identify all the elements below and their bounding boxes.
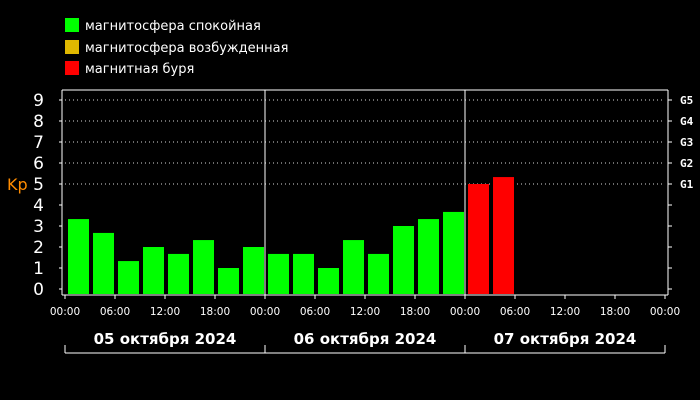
x-tick-label: 00:00 [650,306,680,318]
kp-bar [418,219,439,294]
x-tick-label: 00:00 [250,306,280,318]
kp-bar [318,268,339,294]
kp-bar [343,240,364,294]
g-level-ticks: G1 G2 G3 G4 G5 [668,94,694,290]
x-ticks: 00:00 06:00 12:00 18:00 00:00 06:00 12:00 18:00… [50,295,680,318]
x-tick-label: 00:00 [450,306,480,318]
x-tick-label: 00:00 [50,306,80,318]
kp-bar [243,247,264,294]
y-tick-label: 0 [33,280,44,300]
g-level-label: G1 [680,178,694,191]
kp-bar [368,253,389,294]
y-tick-label: 7 [33,133,44,153]
legend: магнитосфера спокойная магнитосфера возб… [65,18,288,77]
legend-swatch-quiet [65,18,79,32]
y-tick-label: 3 [33,217,44,237]
y-tick-label: 4 [33,196,44,216]
y-tick-label: 5 [33,175,44,195]
kp-bar [193,240,214,294]
day-labels: 05 октября 2024 06 октября 2024 07 октября… [64,330,666,354]
g-level-label: G4 [680,115,694,128]
kp-bar [68,219,89,294]
x-tick-label: 06:00 [500,306,530,318]
y-tick-label: 8 [33,112,44,132]
kp-bar [468,184,489,294]
y-axis-label: Kp [7,175,28,194]
g-level-label: G3 [680,136,693,149]
y-tick-label: 1 [33,259,44,279]
legend-swatch-active [65,40,79,54]
g-level-label: G5 [680,94,693,107]
x-tick-label: 12:00 [550,306,580,318]
x-tick-label: 18:00 [400,306,430,318]
day-label: 07 октября 2024 [494,330,637,348]
y-tick-label: 6 [33,154,44,174]
x-tick-label: 18:00 [200,306,230,318]
bars [68,177,514,294]
y-tick-label: 9 [33,91,44,111]
y-tick-label: 2 [33,238,44,258]
kp-bar [293,253,314,294]
kp-bar [218,268,239,294]
x-tick-label: 12:00 [150,306,180,318]
legend-swatch-storm [65,61,79,75]
kp-bar [493,177,514,294]
day-label: 05 октября 2024 [94,330,237,348]
kp-bar [168,253,189,294]
kp-bar [443,211,464,294]
x-tick-label: 06:00 [300,306,330,318]
day-label: 06 октября 2024 [294,330,437,348]
kp-bar [268,253,289,294]
x-tick-label: 12:00 [350,306,380,318]
legend-label-quiet: магнитосфера спокойная [85,19,261,34]
legend-label-storm: магнитная буря [85,62,194,77]
legend-label-active: магнитосфера возбужденная [85,41,288,56]
grid [65,99,665,185]
kp-bar [393,226,414,294]
x-tick-label: 06:00 [100,306,130,318]
kp-bar [143,247,164,294]
kp-bar [93,232,114,294]
x-tick-label: 18:00 [600,306,630,318]
g-level-label: G2 [680,157,693,170]
kp-bar [118,261,139,294]
